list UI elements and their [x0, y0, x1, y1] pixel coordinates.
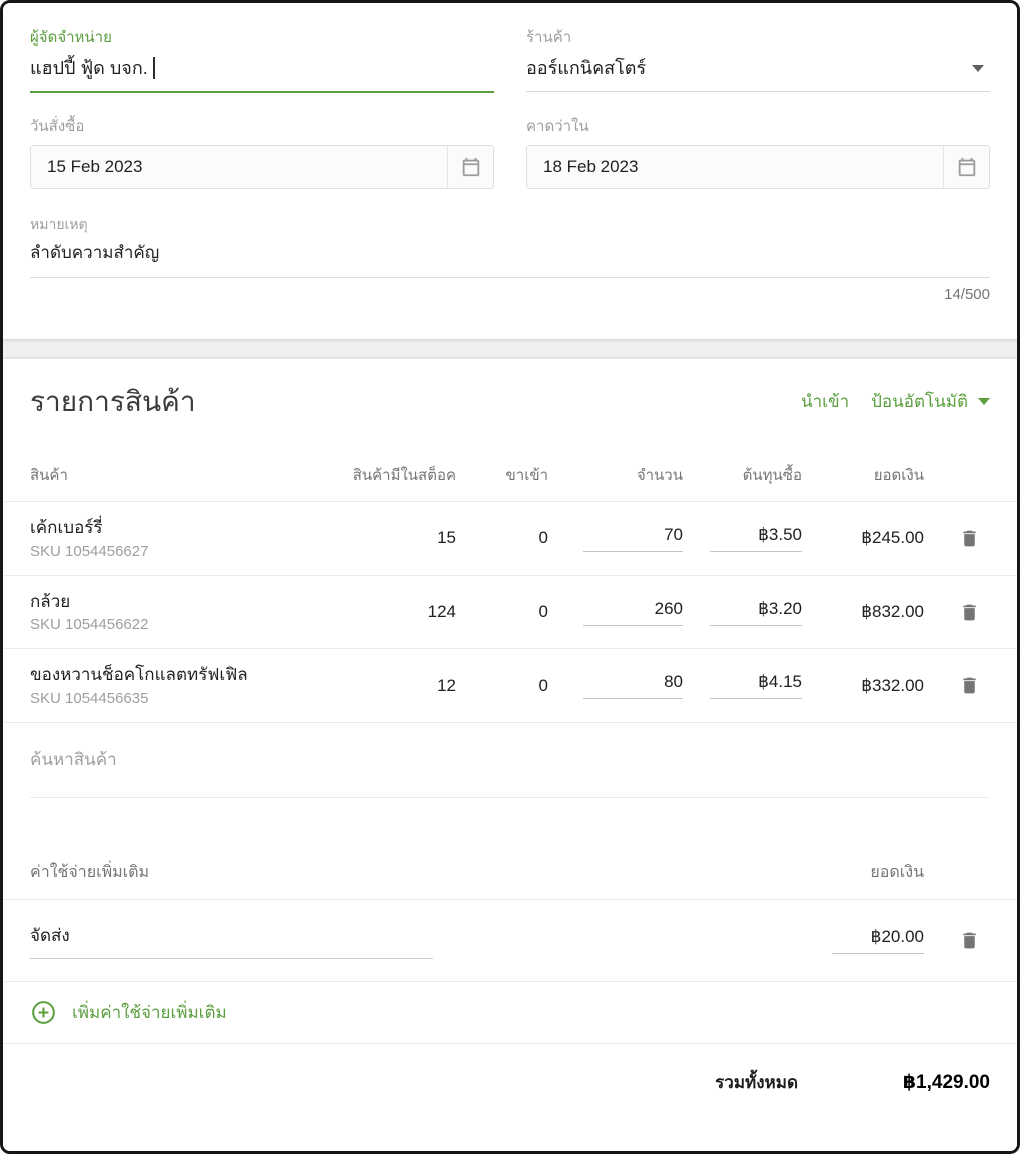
- store-select[interactable]: ออร์แกนิคสโตร์: [526, 48, 990, 93]
- char-counter: 14/500: [944, 286, 990, 304]
- store-label: ร้านค้า: [526, 29, 572, 46]
- autofill-label: ป้อนอัตโนมัติ: [871, 392, 968, 412]
- search-input[interactable]: [30, 750, 990, 799]
- delete-expense-button[interactable]: [957, 928, 982, 953]
- calendar-button[interactable]: [943, 145, 989, 188]
- total-label: รวมทั้งหมด: [715, 1073, 798, 1093]
- product-list-card: รายการสินค้า นำเข้า ป้อนอัตโนมัติ สินค้า…: [3, 359, 1017, 1151]
- notes-label: หมายเหตุ: [30, 215, 88, 232]
- column-header-cost: ต้นทุนซื้อ: [742, 466, 802, 484]
- product-sku: SKU 1054456635: [30, 690, 149, 708]
- delete-row-button[interactable]: [957, 600, 982, 625]
- order-details-card: ผู้จัดจำหน่าย แฮปปี้ ฟู้ด บจก. ร้านค้า อ…: [3, 3, 1017, 339]
- plus-circle-icon: [32, 1001, 55, 1025]
- expenses-amount-header: ยอดเงิน: [870, 864, 924, 882]
- cost-input[interactable]: ฿3.20: [710, 599, 802, 626]
- calendar-icon: [462, 157, 479, 177]
- delete-row-button[interactable]: [957, 673, 982, 698]
- product-sku: SKU 1054456627: [30, 542, 149, 560]
- expected-date-field: คาดว่าใน 18 Feb 2023: [526, 118, 990, 189]
- supplier-value: แฮปปี้ ฟู้ด บจก.: [30, 57, 148, 78]
- expected-date-value[interactable]: 18 Feb 2023: [543, 156, 639, 176]
- notes-input[interactable]: ลำดับความสำคัญ: [30, 233, 990, 279]
- supplier-field[interactable]: ผู้จัดจำหน่าย แฮปปี้ ฟู้ด บจก.: [30, 29, 494, 94]
- chevron-down-icon: [978, 398, 990, 406]
- notes-field: หมายเหตุ ลำดับความสำคัญ 14/500: [30, 215, 990, 304]
- expense-amount-input[interactable]: ฿20.00: [832, 927, 924, 955]
- total-value: ฿1,429.00: [902, 1072, 990, 1094]
- column-header-product: สินค้า: [30, 466, 68, 484]
- supplier-label: ผู้จัดจำหน่าย: [30, 29, 112, 46]
- column-header-in-stock: สินค้ามีในสต็อค: [352, 466, 456, 484]
- expenses-title: ค่าใช้จ่ายเพิ่มเติม: [30, 864, 150, 882]
- order-date-field: วันสั่งซื้อ 15 Feb 2023: [30, 118, 494, 189]
- amount-value: ฿832.00: [861, 602, 924, 621]
- quantity-input[interactable]: 80: [583, 672, 683, 700]
- product-sku: SKU 1054456622: [30, 616, 149, 634]
- autofill-button[interactable]: ป้อนอัตโนมัติ: [871, 388, 990, 415]
- column-header-incoming: ขาเข้า: [505, 466, 548, 484]
- add-expense-button[interactable]: เพิ่มค่าใช้จ่ายเพิ่มเติม: [3, 981, 1017, 1043]
- product-search-row: [3, 722, 1017, 799]
- total-row: รวมทั้งหมด ฿1,429.00: [3, 1043, 1017, 1121]
- store-value: ออร์แกนิคสโตร์: [526, 57, 647, 78]
- cost-input[interactable]: ฿3.50: [710, 525, 802, 552]
- quantity-input[interactable]: 70: [583, 525, 683, 552]
- product-name: เค้กเบอร์รี่: [30, 517, 103, 537]
- store-field[interactable]: ร้านค้า ออร์แกนิคสโตร์: [526, 29, 990, 93]
- amount-value: ฿245.00: [861, 528, 924, 548]
- incoming-value: 0: [538, 675, 548, 695]
- add-expense-label: เพิ่มค่าใช้จ่ายเพิ่มเติม: [72, 1003, 227, 1023]
- expense-name-input[interactable]: จัดส่ง: [30, 922, 433, 960]
- calendar-icon: [958, 157, 975, 177]
- order-date-input[interactable]: 15 Feb 2023: [30, 144, 494, 189]
- delete-row-button[interactable]: [957, 526, 982, 551]
- import-button[interactable]: นำเข้า: [800, 392, 850, 412]
- card-divider: [3, 339, 1017, 359]
- incoming-value: 0: [538, 528, 548, 548]
- chevron-down-icon: [972, 64, 984, 72]
- table-header: สินค้า สินค้ามีในสต็อค ขาเข้า จำนวน ต้นท…: [3, 463, 1017, 501]
- trash-icon: [963, 933, 976, 949]
- supplier-input[interactable]: แฮปปี้ ฟู้ด บจก.: [30, 48, 494, 94]
- text-cursor: [152, 57, 155, 80]
- calendar-button[interactable]: [447, 145, 493, 188]
- product-name: กล้วย: [30, 591, 71, 611]
- stock-value: 124: [427, 602, 456, 621]
- stock-value: 12: [437, 675, 456, 695]
- table-row: ของหวานช็อคโกแลตทรัฟเฟิล SKU 1054456635 …: [3, 648, 1017, 722]
- trash-icon: [963, 604, 976, 620]
- column-header-amount: ยอดเงิน: [873, 466, 924, 484]
- amount-value: ฿332.00: [861, 675, 924, 695]
- expected-date-label: คาดว่าใน: [526, 118, 589, 136]
- column-header-quantity: จำนวน: [636, 466, 683, 484]
- trash-icon: [963, 678, 976, 694]
- stock-value: 15: [437, 528, 456, 548]
- quantity-input[interactable]: 260: [583, 599, 683, 626]
- page-title: รายการสินค้า: [30, 386, 196, 417]
- cost-input[interactable]: ฿4.15: [710, 672, 802, 700]
- product-name: ของหวานช็อคโกแลตทรัฟเฟิล: [30, 665, 248, 685]
- incoming-value: 0: [538, 602, 548, 621]
- order-date-label: วันสั่งซื้อ: [30, 118, 85, 136]
- expense-row: จัดส่ง ฿20.00: [3, 899, 1017, 981]
- expenses-header: ค่าใช้จ่ายเพิ่มเติม ยอดเงิน: [3, 860, 1017, 899]
- trash-icon: [963, 530, 976, 546]
- table-row: เค้กเบอร์รี่ SKU 1054456627 15 0 70 ฿3.5…: [3, 500, 1017, 575]
- table-row: กล้วย SKU 1054456622 124 0 260 ฿3.20 ฿83…: [3, 574, 1017, 649]
- expected-date-input[interactable]: 18 Feb 2023: [526, 144, 990, 189]
- order-date-value[interactable]: 15 Feb 2023: [47, 156, 143, 176]
